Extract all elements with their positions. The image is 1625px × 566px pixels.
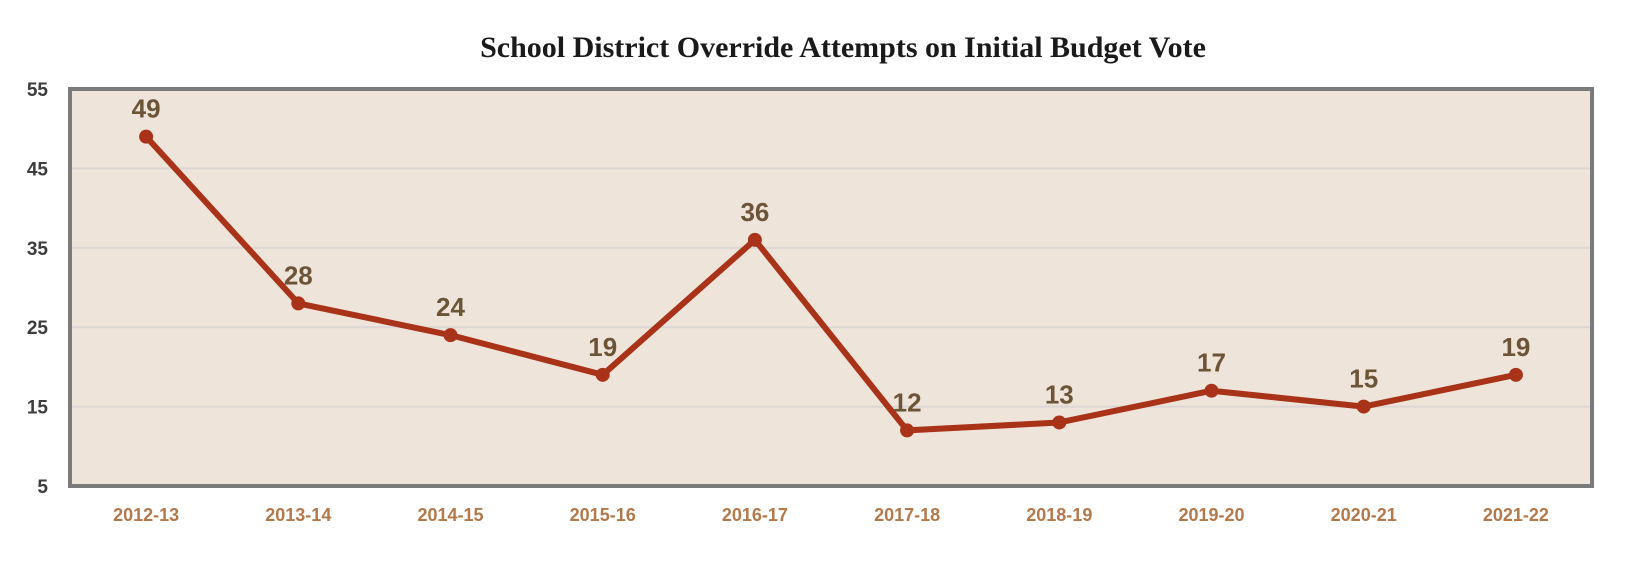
data-point bbox=[747, 232, 762, 247]
data-label: 15 bbox=[1349, 364, 1378, 394]
data-label: 12 bbox=[893, 387, 922, 417]
data-point bbox=[139, 129, 154, 144]
plot-area bbox=[70, 89, 1592, 486]
x-tick-label: 2019-20 bbox=[1178, 505, 1244, 525]
y-tick-label: 5 bbox=[37, 477, 48, 498]
data-point bbox=[291, 296, 306, 311]
x-tick-label: 2020-21 bbox=[1331, 505, 1397, 525]
data-point bbox=[1204, 383, 1219, 398]
data-point bbox=[443, 328, 458, 343]
y-tick-label: 25 bbox=[27, 318, 49, 339]
x-tick-label: 2018-19 bbox=[1026, 505, 1092, 525]
x-tick-label: 2012-13 bbox=[113, 505, 179, 525]
x-tick-label: 2015-16 bbox=[570, 505, 636, 525]
data-label: 49 bbox=[132, 94, 161, 124]
data-label: 17 bbox=[1197, 348, 1226, 378]
y-tick-label: 35 bbox=[27, 239, 49, 260]
x-tick-label: 2014-15 bbox=[417, 505, 483, 525]
x-tick-label: 2021-22 bbox=[1483, 505, 1549, 525]
data-label: 28 bbox=[284, 260, 313, 290]
y-tick-label: 15 bbox=[27, 398, 49, 419]
data-point bbox=[1052, 415, 1067, 430]
data-label: 36 bbox=[740, 197, 769, 227]
plot-border bbox=[68, 87, 1594, 488]
x-tick-label: 2016-17 bbox=[722, 505, 788, 525]
data-label: 19 bbox=[588, 332, 617, 362]
data-point bbox=[900, 423, 915, 438]
chart-title: School District Override Attempts on Ini… bbox=[480, 31, 1206, 64]
series-line bbox=[143, 133, 1519, 434]
x-axis-ticks: 2012-13 2013-14 2014-15 2015-16 2016-17 2017-… bbox=[113, 505, 1549, 525]
data-point bbox=[1356, 399, 1371, 414]
data-labels: 49 28 24 19 36 12 13 17 15 19 bbox=[132, 94, 1531, 418]
data-label: 19 bbox=[1501, 332, 1530, 362]
data-point bbox=[595, 367, 610, 382]
y-tick-label: 55 bbox=[27, 80, 49, 101]
y-axis-ticks: 5 15 25 35 45 55 bbox=[27, 80, 49, 498]
x-tick-label: 2017-18 bbox=[874, 505, 940, 525]
y-tick-label: 45 bbox=[27, 159, 49, 180]
data-label: 13 bbox=[1045, 379, 1074, 409]
x-tick-label: 2013-14 bbox=[265, 505, 331, 525]
data-markers bbox=[139, 129, 1523, 438]
data-point bbox=[1508, 367, 1523, 382]
data-label: 24 bbox=[436, 292, 465, 322]
